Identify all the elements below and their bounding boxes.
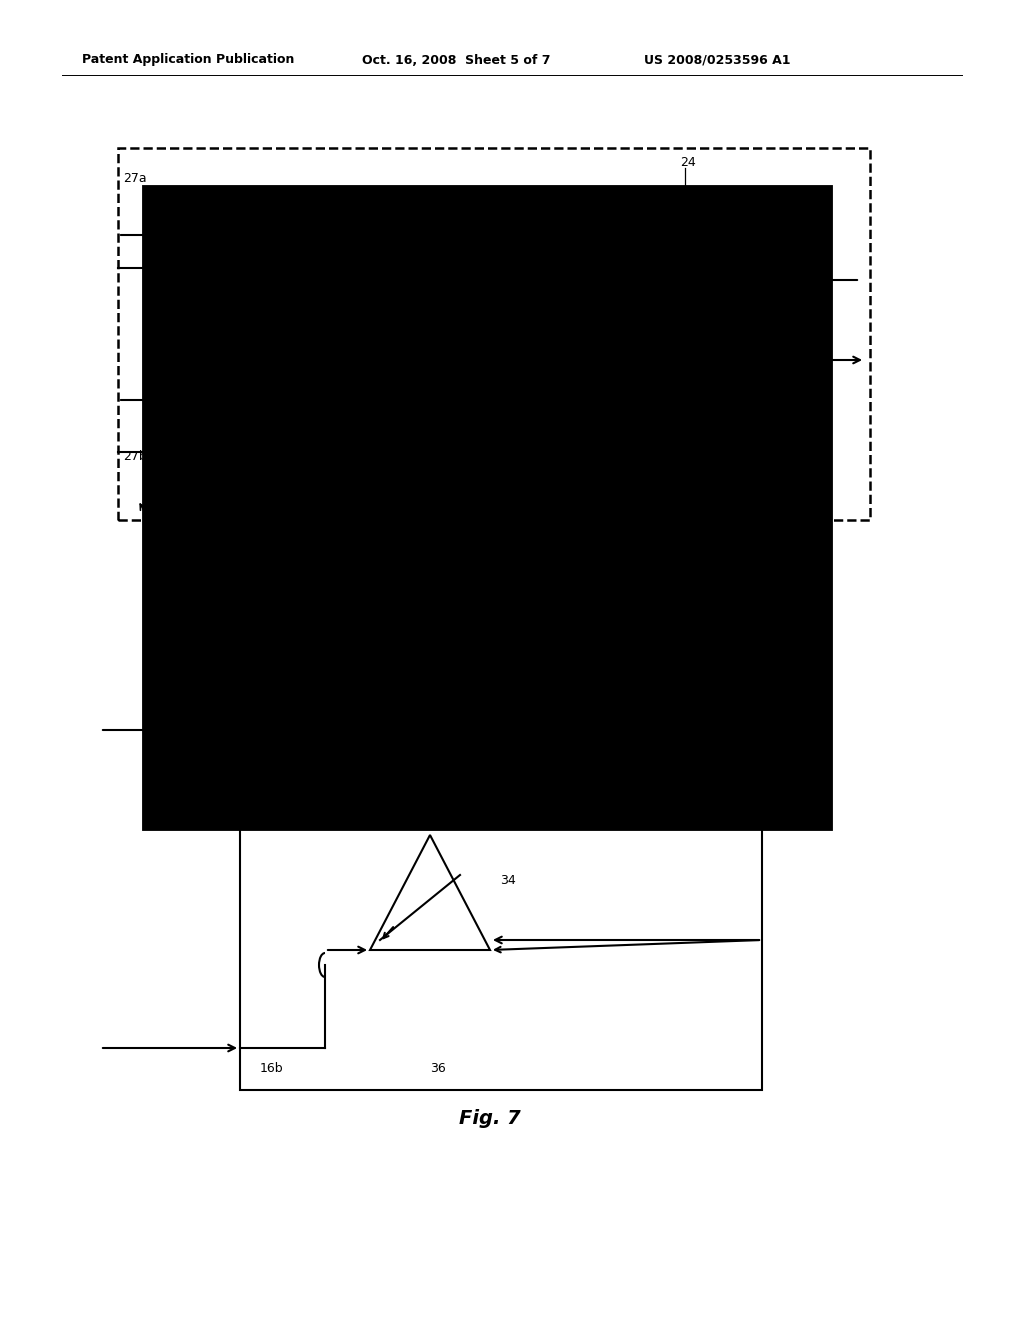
Bar (240, 668, 762, 1090)
Text: Patent Application Publication: Patent Application Publication (82, 54, 294, 66)
Text: 34: 34 (513, 194, 528, 206)
Text: -: - (408, 730, 412, 741)
Text: 34: 34 (500, 874, 516, 887)
Bar (622, 201, 780, 330)
Text: -: - (411, 239, 415, 249)
Text: 3: 3 (248, 564, 256, 577)
Bar (460, 187, 510, 475)
Text: 35: 35 (650, 429, 666, 441)
Bar (188, 372, 257, 442)
Text: -: - (411, 404, 415, 414)
Text: 35: 35 (168, 784, 184, 796)
Text: Oct. 16, 2008  Sheet 5 of 7: Oct. 16, 2008 Sheet 5 of 7 (362, 54, 551, 66)
Text: +: + (425, 706, 435, 719)
Circle shape (392, 216, 428, 253)
Bar (565, 190, 820, 389)
Circle shape (408, 708, 452, 752)
Text: 37: 37 (438, 754, 454, 767)
Text: +: + (391, 388, 400, 399)
Bar (188, 201, 257, 271)
Text: 16b: 16b (260, 1061, 284, 1074)
Circle shape (392, 381, 428, 418)
Text: 33: 33 (780, 202, 796, 214)
Bar (118, 148, 870, 520)
Text: Σ: Σ (404, 226, 416, 244)
Text: Dir 2: Dir 2 (207, 400, 238, 413)
Text: 27b: 27b (123, 450, 146, 462)
Text: Fig. 6: Fig. 6 (459, 601, 521, 619)
Text: 27a: 27a (123, 172, 146, 185)
Text: 36: 36 (430, 1061, 445, 1074)
Text: Fig. 7: Fig. 7 (459, 1109, 521, 1127)
Text: 23b: 23b (406, 417, 426, 426)
Text: US 2008/0253596 A1: US 2008/0253596 A1 (644, 54, 791, 66)
Text: LFB2: LFB2 (309, 395, 337, 405)
Text: Dir 1: Dir 1 (207, 228, 238, 242)
Text: LFB1: LFB1 (309, 230, 337, 240)
Text: 16b: 16b (480, 595, 501, 605)
Text: 28: 28 (705, 371, 721, 384)
Text: 23a: 23a (406, 252, 426, 261)
Text: 7a: 7a (392, 595, 406, 605)
Text: 16a: 16a (310, 774, 334, 787)
Text: 24: 24 (680, 157, 695, 169)
Text: +: + (391, 223, 400, 234)
Text: 7b: 7b (372, 595, 386, 605)
Text: Σ: Σ (404, 391, 416, 409)
Text: 28: 28 (480, 754, 496, 767)
Text: 16a: 16a (502, 595, 523, 605)
